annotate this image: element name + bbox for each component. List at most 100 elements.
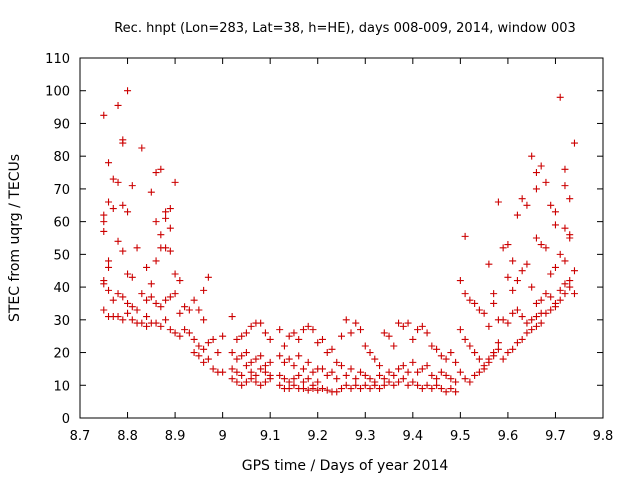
data-point	[299, 365, 307, 373]
data-point	[242, 362, 250, 370]
y-tick-label: 60	[53, 216, 70, 231]
data-point	[185, 329, 193, 337]
data-point	[561, 257, 569, 265]
data-point	[490, 299, 498, 307]
data-point	[494, 345, 502, 353]
data-point	[238, 371, 246, 379]
data-point	[409, 378, 417, 386]
data-point	[357, 326, 365, 334]
data-point	[314, 378, 322, 386]
data-point	[466, 296, 474, 304]
data-point	[338, 332, 345, 340]
data-point	[209, 335, 217, 343]
data-point	[428, 371, 436, 379]
x-axis-label: GPS time / Days of year 2014	[242, 458, 449, 474]
data-point	[128, 316, 136, 324]
data-point	[328, 368, 336, 376]
data-point	[376, 385, 384, 393]
data-point	[428, 385, 436, 393]
data-point	[323, 371, 331, 379]
data-point	[561, 165, 569, 173]
data-point	[414, 381, 422, 389]
data-point	[204, 273, 212, 281]
data-point	[404, 368, 412, 376]
data-point	[352, 381, 360, 389]
data-point	[114, 101, 122, 109]
data-point	[195, 306, 203, 314]
x-tick-label: 9.8	[593, 429, 614, 444]
data-point	[318, 385, 326, 393]
data-point	[157, 303, 165, 311]
data-point	[494, 339, 502, 347]
data-point	[371, 381, 379, 389]
data-point	[542, 244, 550, 252]
data-point	[566, 195, 574, 203]
data-point	[295, 335, 303, 343]
data-point	[257, 352, 265, 360]
data-point	[124, 208, 132, 216]
data-point	[442, 388, 450, 396]
data-point	[551, 221, 559, 229]
data-point	[109, 175, 117, 183]
data-point	[542, 309, 550, 317]
data-point	[214, 349, 222, 357]
data-point	[513, 277, 521, 285]
data-point	[566, 234, 574, 242]
data-point	[242, 329, 250, 337]
data-point	[404, 319, 412, 327]
data-point	[100, 227, 108, 235]
data-point	[143, 322, 151, 330]
data-point	[119, 316, 127, 324]
data-point	[423, 362, 431, 370]
data-point	[195, 342, 203, 350]
data-point	[124, 309, 132, 317]
data-point	[338, 385, 345, 393]
data-point	[461, 232, 469, 240]
data-point	[190, 349, 198, 357]
data-point	[475, 306, 483, 314]
data-point	[333, 388, 341, 396]
data-point	[105, 263, 113, 271]
data-point	[490, 290, 498, 298]
data-point	[447, 375, 455, 383]
data-point	[414, 368, 422, 376]
y-tick-label: 70	[53, 183, 70, 198]
data-point	[100, 280, 108, 288]
data-point	[195, 352, 203, 360]
data-point	[385, 368, 393, 376]
data-point	[518, 335, 526, 343]
data-point	[342, 371, 350, 379]
data-point	[452, 358, 460, 366]
data-point	[433, 345, 441, 353]
data-point	[528, 326, 536, 334]
data-point	[100, 211, 108, 219]
data-point	[261, 329, 269, 337]
data-point	[551, 208, 559, 216]
data-point	[338, 362, 345, 370]
data-point	[138, 290, 146, 298]
data-point	[143, 313, 151, 321]
data-point	[162, 296, 170, 304]
data-point	[452, 388, 460, 396]
data-point	[528, 152, 536, 160]
data-point	[509, 286, 517, 294]
data-point	[471, 371, 479, 379]
data-point	[147, 280, 155, 288]
data-point	[466, 378, 474, 386]
data-point	[532, 234, 540, 242]
data-point	[238, 381, 246, 389]
data-point	[238, 332, 246, 340]
data-point	[342, 381, 350, 389]
data-point	[257, 381, 265, 389]
data-point	[285, 378, 293, 386]
data-point	[233, 378, 241, 386]
data-point	[114, 313, 122, 321]
data-point	[157, 165, 165, 173]
data-point	[119, 247, 127, 255]
data-point	[247, 368, 255, 376]
data-point	[366, 385, 374, 393]
data-point	[276, 352, 284, 360]
data-point	[433, 375, 441, 383]
data-point	[152, 299, 160, 307]
